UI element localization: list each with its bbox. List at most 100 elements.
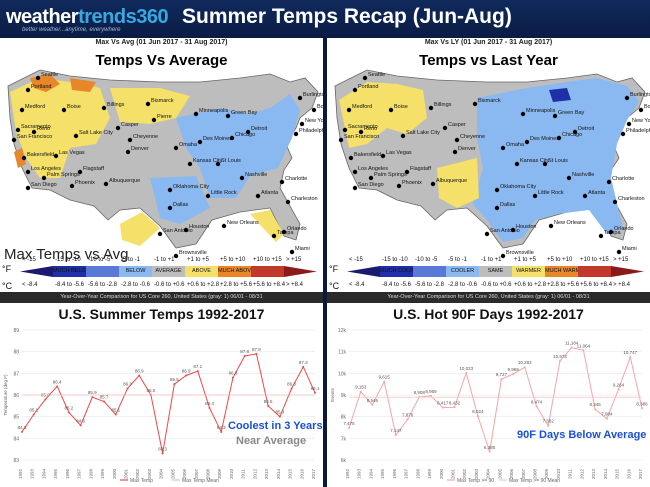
y-axis-label: Temperature (deg F) xyxy=(3,374,8,416)
svg-text:Green Bay: Green Bay xyxy=(558,110,585,116)
data-label: 9,969 xyxy=(507,367,519,372)
data-point xyxy=(196,370,199,373)
svg-text:Charleston: Charleston xyxy=(618,196,645,202)
svg-text:Phoenix: Phoenix xyxy=(402,180,422,186)
logo-tagline: better weather...anytime, everywhere xyxy=(22,27,121,33)
data-point xyxy=(500,378,503,381)
svg-text:New Orleans: New Orleans xyxy=(227,220,259,226)
data-label: 87.3 xyxy=(299,360,308,365)
x-tick-label: 1997 xyxy=(77,468,82,479)
data-label: 8,908 xyxy=(414,390,426,395)
data-label: 8,546 xyxy=(367,398,379,403)
city-marker: Chicago xyxy=(556,132,582,141)
data-label: 10,023 xyxy=(459,366,473,371)
svg-text:Detroit: Detroit xyxy=(251,126,268,132)
city-marker: Seattle xyxy=(35,72,58,81)
data-point xyxy=(126,387,129,390)
city-marker: San Diego xyxy=(25,182,57,191)
unit-f-label: °F xyxy=(329,264,339,274)
data-label: 7,147 xyxy=(390,428,402,433)
city-marker: Medford xyxy=(346,104,372,113)
city-marker: San Francisco xyxy=(338,134,379,143)
city-marker: Des Moines xyxy=(197,136,232,145)
x-tick-label: 2003 xyxy=(474,468,479,479)
svg-text:Bismarck: Bismarck xyxy=(478,98,501,104)
city-marker: Des Moines xyxy=(524,136,559,145)
region-above-mountain xyxy=(110,88,190,124)
data-label: 8,959 xyxy=(425,389,437,394)
legend-c-range: > +8.4 xyxy=(286,282,304,288)
legend-c-range: +2.8 to +5.6 xyxy=(220,282,253,288)
city-marker: Kansas City xyxy=(514,158,550,167)
data-point xyxy=(476,415,479,418)
city-marker: Philadelphia xyxy=(293,128,323,137)
region-much-above-nw2 xyxy=(70,78,96,92)
page-title: Summer Temps Recap (Jun-Aug) xyxy=(182,5,512,28)
city-marker: Orlando xyxy=(608,226,634,235)
city-marker: Palm Springs xyxy=(41,172,80,181)
legend-swatch: SAME xyxy=(479,266,512,277)
data-label: 10,282 xyxy=(518,360,532,365)
city-marker: Charlotte xyxy=(606,176,634,185)
series-line-main xyxy=(348,347,643,452)
data-point xyxy=(394,434,397,437)
data-label: 85.1 xyxy=(111,408,120,413)
legend-f-range: -1 to +1 xyxy=(481,257,502,263)
city-marker: Miami xyxy=(289,246,310,255)
x-tick-label: 2015 xyxy=(288,468,293,479)
data-label: 85.7 xyxy=(100,395,109,400)
city-marker: New York xyxy=(626,118,650,127)
x-tick-label: 1996 xyxy=(65,468,70,479)
svg-text:Bakersfield: Bakersfield xyxy=(27,152,54,158)
legend-f-range: < -15 xyxy=(22,257,36,263)
summer-temps-chart: 83 84 85 86 87 88 89 Temperature (deg F) 1992 199… xyxy=(3,328,320,484)
data-point xyxy=(314,391,316,394)
legend-label: Max Temp >= 90 Mean xyxy=(509,478,560,484)
y-tick-label: 7k xyxy=(341,436,347,442)
legend-swatch: MUCH ABOVE xyxy=(218,266,251,277)
hot-days-chart: 6k 7k 8k 9k 10k 11k 12k Events 1992 1993 1994 1995 1… xyxy=(330,328,648,484)
y-tick-label: 9k xyxy=(341,393,347,399)
legend-f-range: > +15 xyxy=(613,257,629,263)
city-marker: New Orleans xyxy=(548,220,586,229)
city-marker: Flagstaff xyxy=(404,166,431,175)
legend-f-range: +5 to +10 xyxy=(547,257,573,263)
city-marker: Pierre xyxy=(151,114,172,123)
data-label: 8,474 xyxy=(531,399,543,404)
legend-c-range: -0.6 to +0.6 xyxy=(481,282,512,288)
legend-swatch: WARMER xyxy=(512,266,545,277)
region-above-west xyxy=(10,78,110,178)
x-tick-label: 2008 xyxy=(206,468,211,479)
city-marker: Boston xyxy=(638,104,650,113)
city-marker: Phoenix xyxy=(69,180,95,189)
svg-text:San Francisco: San Francisco xyxy=(344,134,379,140)
right-map-title: Temps vs Last Year xyxy=(419,52,558,69)
svg-text:Chicago: Chicago xyxy=(562,132,582,138)
legend-swatch xyxy=(284,266,317,277)
svg-text:Los Angeles: Los Angeles xyxy=(31,166,61,172)
svg-text:San Antonio: San Antonio xyxy=(163,228,193,234)
city-marker: Medford xyxy=(19,104,45,113)
x-tick-label: 1995 xyxy=(380,468,385,479)
data-label: 84.6 xyxy=(76,418,85,423)
left-c-ranges: < -8.4 -8.4 to -5.6 -5.6 to -2.8 -2.8 to -0… xyxy=(0,281,323,291)
city-marker: Billings xyxy=(101,102,125,111)
x-tick-label: 2013 xyxy=(591,468,596,479)
legend-f-range: -5 to -1 xyxy=(121,257,141,263)
x-tick-label: 2005 xyxy=(170,468,175,479)
city-marker: Little Rock xyxy=(532,190,564,199)
y-tick-label: 87 xyxy=(13,371,19,377)
x-tick-label: 2006 xyxy=(182,468,187,479)
legend-label: Max Temp >= 90 xyxy=(457,478,494,484)
region-below-central xyxy=(176,94,300,198)
data-label: 7,582 xyxy=(543,419,555,424)
svg-text:Denver: Denver xyxy=(458,146,476,152)
city-marker: Dallas xyxy=(167,202,189,211)
data-point xyxy=(79,424,82,427)
data-point xyxy=(185,374,188,377)
legend-c-range: -8.4 to -5.6 xyxy=(382,282,412,288)
data-label: 86.3 xyxy=(123,382,132,387)
legend-f-range: -15 to -10 xyxy=(55,257,81,263)
svg-text:Palm Springs: Palm Springs xyxy=(47,172,80,178)
